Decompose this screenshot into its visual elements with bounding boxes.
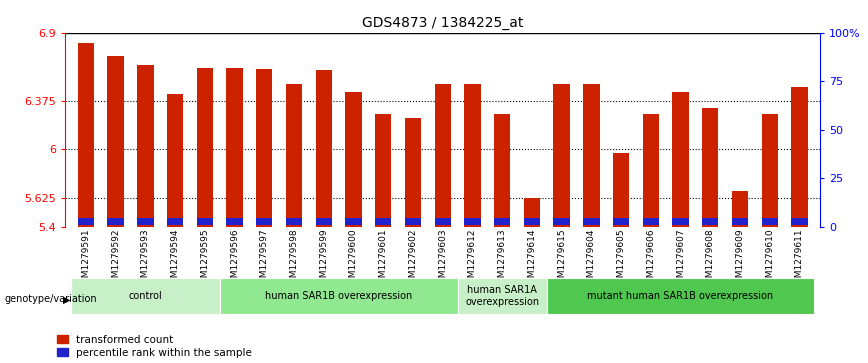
Bar bbox=[71, 278, 220, 314]
Bar bbox=[547, 278, 814, 314]
Text: mutant human SAR1B overexpression: mutant human SAR1B overexpression bbox=[588, 291, 773, 301]
Bar bbox=[220, 278, 457, 314]
Bar bbox=[137, 65, 154, 227]
Bar bbox=[197, 68, 213, 227]
Text: GSM1279593: GSM1279593 bbox=[141, 228, 150, 289]
Text: GSM1279600: GSM1279600 bbox=[349, 228, 358, 289]
Text: GSM1279605: GSM1279605 bbox=[616, 228, 626, 289]
Bar bbox=[673, 92, 688, 227]
Bar bbox=[108, 56, 124, 227]
Text: GSM1279604: GSM1279604 bbox=[587, 228, 595, 289]
Text: GSM1279608: GSM1279608 bbox=[706, 228, 714, 289]
Text: GSM1279594: GSM1279594 bbox=[171, 228, 180, 289]
Text: GSM1279602: GSM1279602 bbox=[409, 228, 418, 289]
Legend: transformed count, percentile rank within the sample: transformed count, percentile rank withi… bbox=[57, 335, 252, 358]
Bar bbox=[494, 218, 510, 225]
Text: GSM1279609: GSM1279609 bbox=[735, 228, 745, 289]
Bar bbox=[197, 218, 213, 225]
Text: genotype/variation: genotype/variation bbox=[4, 294, 97, 305]
Bar bbox=[435, 218, 450, 225]
Bar bbox=[792, 87, 807, 227]
Text: human SAR1B overexpression: human SAR1B overexpression bbox=[265, 291, 412, 301]
Bar bbox=[435, 85, 450, 227]
Text: GSM1279607: GSM1279607 bbox=[676, 228, 685, 289]
Bar bbox=[554, 218, 569, 225]
Text: GSM1279606: GSM1279606 bbox=[647, 228, 655, 289]
Text: GSM1279595: GSM1279595 bbox=[201, 228, 209, 289]
Bar bbox=[227, 218, 243, 225]
Bar bbox=[464, 218, 481, 225]
Bar bbox=[761, 114, 778, 227]
Bar bbox=[613, 218, 629, 225]
Bar bbox=[583, 218, 600, 225]
Bar bbox=[642, 218, 659, 225]
Bar bbox=[702, 108, 719, 227]
Bar bbox=[78, 218, 94, 225]
Bar bbox=[523, 218, 540, 225]
Bar bbox=[286, 85, 302, 227]
Bar bbox=[108, 218, 124, 225]
Bar bbox=[375, 114, 391, 227]
Bar bbox=[375, 218, 391, 225]
Bar bbox=[167, 94, 183, 227]
Bar bbox=[227, 68, 243, 227]
Text: control: control bbox=[128, 291, 162, 301]
Bar bbox=[137, 218, 154, 225]
Bar bbox=[642, 114, 659, 227]
Bar bbox=[167, 218, 183, 225]
Text: GSM1279614: GSM1279614 bbox=[528, 228, 536, 289]
Bar bbox=[583, 85, 600, 227]
Bar bbox=[732, 218, 748, 225]
Bar bbox=[316, 70, 332, 227]
Text: GSM1279603: GSM1279603 bbox=[438, 228, 447, 289]
Bar bbox=[523, 199, 540, 227]
Text: GSM1279611: GSM1279611 bbox=[795, 228, 804, 289]
Bar bbox=[554, 85, 569, 227]
Text: human SAR1A
overexpression: human SAR1A overexpression bbox=[465, 285, 539, 307]
Text: GSM1279610: GSM1279610 bbox=[766, 228, 774, 289]
Bar bbox=[316, 218, 332, 225]
Text: GSM1279591: GSM1279591 bbox=[82, 228, 90, 289]
Bar bbox=[761, 218, 778, 225]
Bar bbox=[673, 218, 688, 225]
Bar bbox=[78, 43, 94, 227]
Bar bbox=[286, 218, 302, 225]
Text: ▶: ▶ bbox=[62, 294, 70, 305]
Bar bbox=[613, 153, 629, 227]
Bar bbox=[404, 118, 421, 227]
Bar bbox=[494, 114, 510, 227]
Bar bbox=[345, 218, 362, 225]
Bar bbox=[702, 218, 719, 225]
Text: GSM1279592: GSM1279592 bbox=[111, 228, 120, 289]
Text: GSM1279601: GSM1279601 bbox=[378, 228, 388, 289]
Title: GDS4873 / 1384225_at: GDS4873 / 1384225_at bbox=[362, 16, 523, 30]
Bar bbox=[256, 69, 273, 227]
Text: GSM1279596: GSM1279596 bbox=[230, 228, 239, 289]
Text: GSM1279613: GSM1279613 bbox=[497, 228, 507, 289]
Bar bbox=[404, 218, 421, 225]
Text: GSM1279598: GSM1279598 bbox=[290, 228, 299, 289]
Bar bbox=[792, 218, 807, 225]
Text: GSM1279612: GSM1279612 bbox=[468, 228, 477, 289]
Bar bbox=[464, 85, 481, 227]
Bar bbox=[345, 92, 362, 227]
Text: GSM1279599: GSM1279599 bbox=[319, 228, 328, 289]
Bar bbox=[732, 191, 748, 227]
Text: GSM1279597: GSM1279597 bbox=[260, 228, 269, 289]
Text: GSM1279615: GSM1279615 bbox=[557, 228, 566, 289]
Bar bbox=[256, 218, 273, 225]
Bar bbox=[457, 278, 547, 314]
